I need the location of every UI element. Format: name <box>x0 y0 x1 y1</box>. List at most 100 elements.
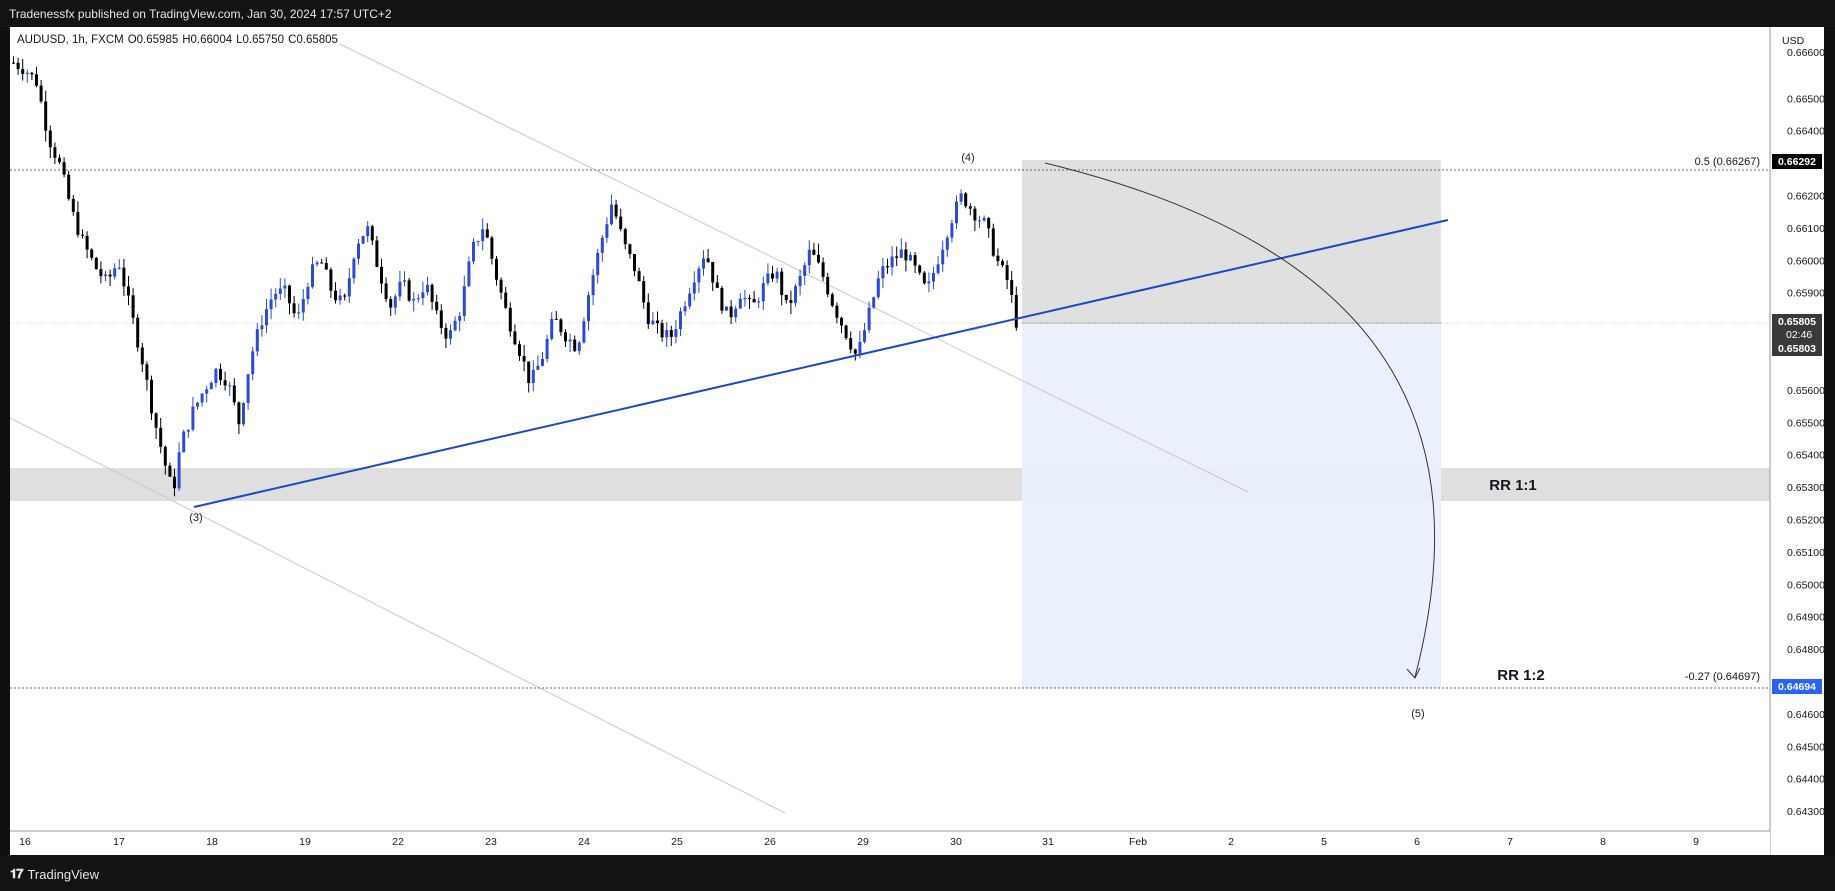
candle-body <box>541 358 544 366</box>
chart-frame[interactable]: (3) (4) (5) RR 1:1 RR 1:2 0.5 (0.66267) … <box>10 27 1824 855</box>
price-tick: 0.66100 <box>1787 223 1824 235</box>
candle-body <box>863 330 866 342</box>
candle-body <box>145 364 149 380</box>
candle-body <box>136 317 140 348</box>
last-price-badge <box>1772 314 1822 356</box>
candle-body <box>200 393 204 403</box>
price-tick: 0.65400 <box>1787 450 1824 462</box>
candle-body <box>334 290 337 301</box>
fib-upper-label: 0.5 (0.66267) <box>1695 156 1760 168</box>
candle-body <box>881 266 885 279</box>
candle-body <box>715 282 719 288</box>
candle-body <box>407 280 411 301</box>
candle-body <box>347 278 351 297</box>
price-tick: 0.64400 <box>1787 774 1824 786</box>
candle-body <box>807 249 811 266</box>
candle-body <box>196 402 199 407</box>
symbol-info: AUDUSD, 1h, FXCM <box>17 34 124 46</box>
candle-body <box>734 308 738 318</box>
ohlc-close: C0.65805 <box>288 34 338 46</box>
ascending-trendline[interactable] <box>193 219 1449 508</box>
candle-body <box>628 244 632 255</box>
candle-body <box>844 325 848 339</box>
candle-body <box>568 339 572 342</box>
candle-body <box>899 249 903 258</box>
price-tick: 0.66500 <box>1787 93 1824 105</box>
time-tick: 19 <box>299 836 311 848</box>
candle-body <box>237 402 241 425</box>
candle-body <box>605 224 609 238</box>
time-axis-panel[interactable] <box>10 831 1770 855</box>
candle-body <box>711 261 715 283</box>
candle-body <box>223 380 227 386</box>
time-tick-labels: 16 17 18 19 22 23 24 25 26 29 30 31 Feb 2 5 6 7 8 9 <box>19 836 1699 848</box>
candle-body <box>99 269 103 277</box>
candle-body <box>619 216 623 230</box>
candle-body <box>771 273 774 279</box>
time-tick: 2 <box>1228 836 1234 848</box>
candle-body <box>996 255 1000 262</box>
candle-body <box>81 234 84 236</box>
candle-body <box>794 286 797 303</box>
candle-body <box>665 330 669 338</box>
price-tick: 0.65900 <box>1787 288 1824 300</box>
candle-body <box>481 229 485 242</box>
candle-body <box>656 320 659 324</box>
candle-body <box>743 298 747 300</box>
candle-body <box>439 310 443 328</box>
candle-body <box>12 62 15 64</box>
candle-body <box>642 281 646 303</box>
candle-body <box>761 283 765 302</box>
candle-body <box>955 201 958 224</box>
candle-body <box>53 147 57 158</box>
candle-body <box>453 320 457 331</box>
candle-body <box>416 298 420 300</box>
price-tick: 0.66200 <box>1787 190 1824 202</box>
candle-body <box>458 316 462 321</box>
tradingview-brand[interactable]: 𝟏𝟕 TradingView <box>10 866 99 882</box>
projection-arc <box>1044 162 1436 678</box>
candle-body <box>278 288 282 294</box>
tradingview-logo-icon: 𝟏𝟕 <box>10 866 24 881</box>
footer-bar: 𝟏𝟕 TradingView <box>0 855 1835 891</box>
candle-body <box>633 254 636 272</box>
price-tick-labels: 0.66500 0.66400 0.66200 0.66100 0.66000 0.659… <box>1787 93 1824 818</box>
candle-body <box>255 329 259 352</box>
price-axis-panel[interactable] <box>1770 27 1824 855</box>
candle-body <box>274 293 278 300</box>
time-tick: 29 <box>857 836 869 848</box>
candle-body <box>246 374 250 403</box>
candle-body <box>725 306 728 311</box>
candle-body <box>398 281 402 297</box>
candle-body <box>430 284 434 302</box>
time-tick: 25 <box>671 836 683 848</box>
candle-body <box>490 237 494 259</box>
symbol-legend: AUDUSD, 1h, FXCM O0.65985 H0.66004 L0.65… <box>17 34 342 46</box>
time-tick: Feb <box>1129 836 1147 848</box>
candle-body <box>614 204 618 217</box>
candle-body <box>582 321 586 343</box>
candle-body <box>205 389 209 394</box>
price-tick: 0.64600 <box>1787 709 1824 721</box>
price-tick-top: 0.66600 <box>1787 47 1824 59</box>
candle-body <box>117 267 121 269</box>
candle-body <box>826 276 830 295</box>
candle-body <box>1010 280 1014 295</box>
candle-body <box>918 265 922 273</box>
candle-body <box>748 298 751 300</box>
candle-body <box>904 249 908 261</box>
candle-body <box>324 263 328 270</box>
candle-body <box>858 341 862 354</box>
candle-body <box>729 306 733 318</box>
candle-body <box>122 267 126 287</box>
candle-body <box>320 262 324 264</box>
projection-arrowhead <box>1406 667 1421 679</box>
candle-body <box>840 317 843 326</box>
candle-body <box>876 278 880 298</box>
price-chart[interactable]: (3) (4) (5) RR 1:1 RR 1:2 0.5 (0.66267) … <box>10 27 1824 855</box>
candle-body <box>495 258 498 280</box>
time-tick: 22 <box>392 836 404 848</box>
time-tick: 18 <box>206 836 218 848</box>
candle-body <box>297 312 301 314</box>
time-tick: 30 <box>950 836 962 848</box>
